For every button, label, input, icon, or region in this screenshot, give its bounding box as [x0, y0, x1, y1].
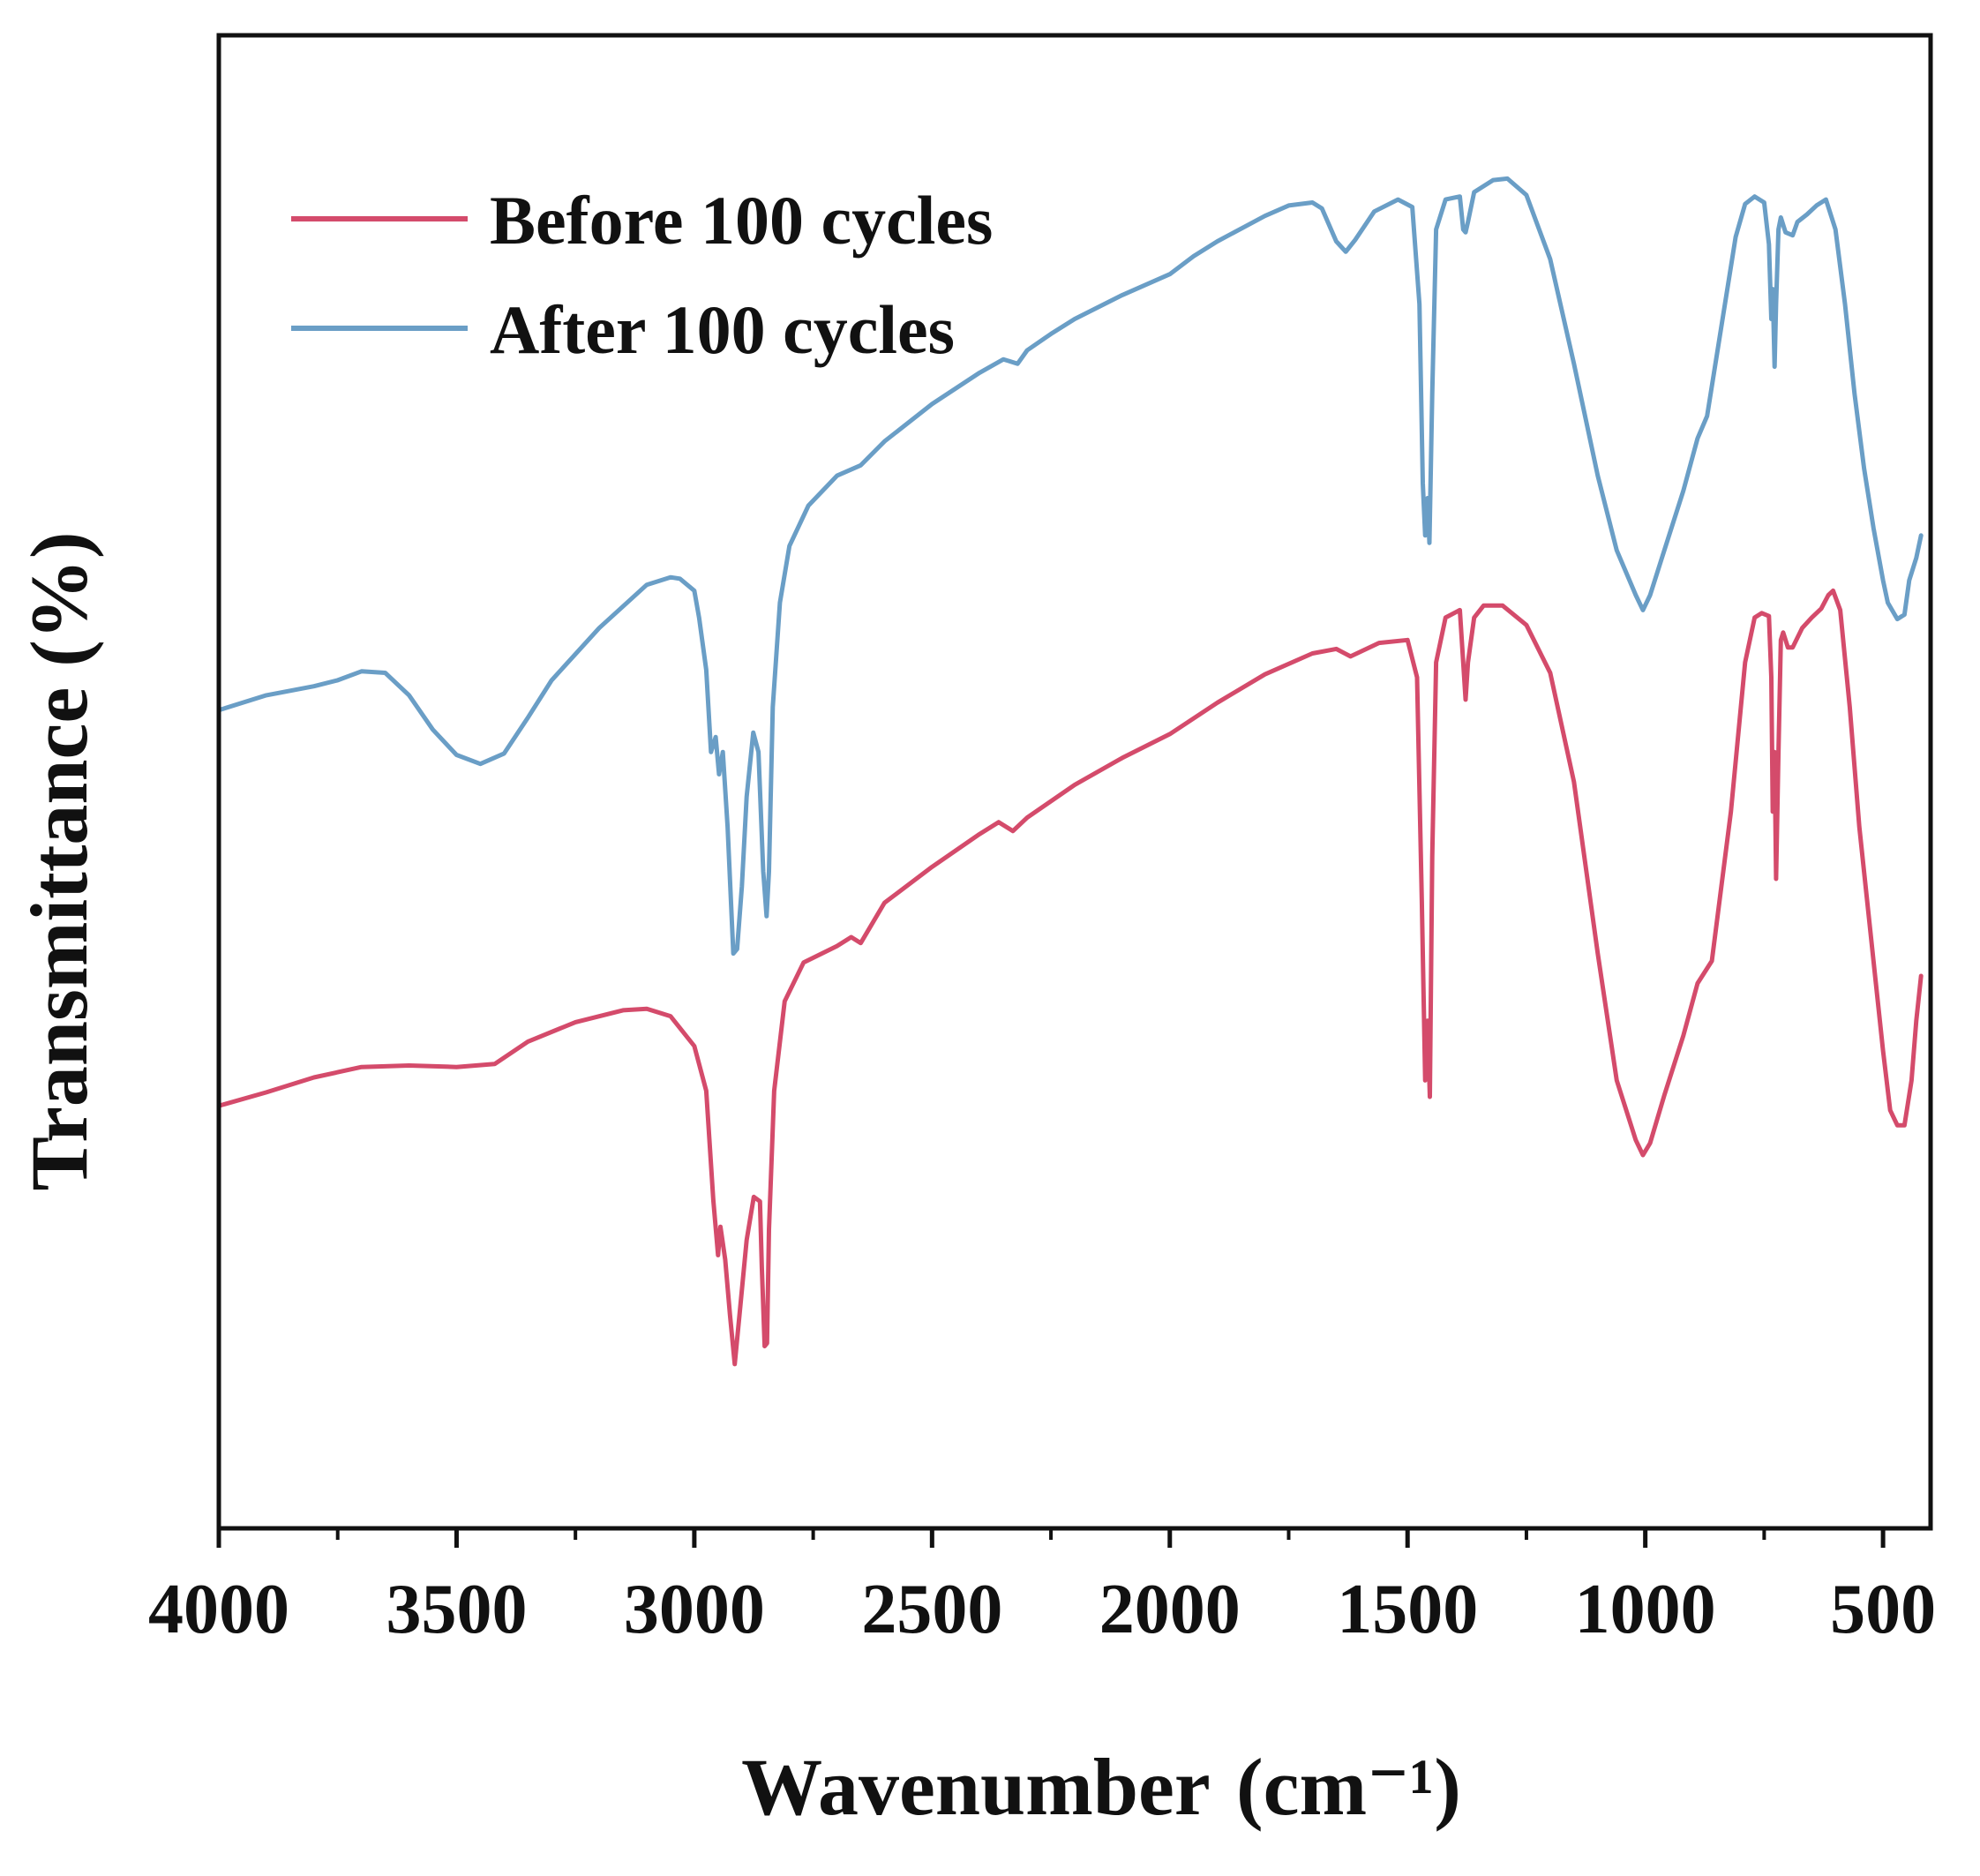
- legend-label: After 100 cycles: [490, 291, 955, 368]
- x-tick-label: 2500: [861, 1571, 1002, 1648]
- legend: Before 100 cycles After 100 cycles: [291, 182, 993, 368]
- series-line-before-100-cycles: [216, 588, 1924, 1367]
- x-axis-label-text: Wavenumber: [741, 1742, 1209, 1832]
- x-tick-label: 1500: [1337, 1571, 1478, 1648]
- x-tick-label: 2000: [1099, 1571, 1241, 1648]
- x-axis-unit-text: (cm⁻¹): [1236, 1742, 1461, 1832]
- y-axis-label: Transmittance (%): [14, 532, 104, 1191]
- legend-label: Before 100 cycles: [490, 182, 993, 259]
- series-line-after-100-cycles: [216, 176, 1924, 957]
- x-axis-label: Wavenumber (cm⁻¹): [741, 1742, 1461, 1832]
- x-tick-label: 3000: [624, 1571, 765, 1648]
- x-tick-label: 500: [1830, 1571, 1936, 1648]
- x-tick-label: 4000: [148, 1571, 289, 1648]
- x-tick-label: 3500: [386, 1571, 527, 1648]
- x-axis-ticks: 4000 3500 3000 2500 2000 1500 1000 500: [148, 1528, 1936, 1648]
- x-tick-label: 1000: [1575, 1571, 1716, 1648]
- series-lines: [216, 176, 1924, 1367]
- plot-area-frame: [216, 33, 1933, 1531]
